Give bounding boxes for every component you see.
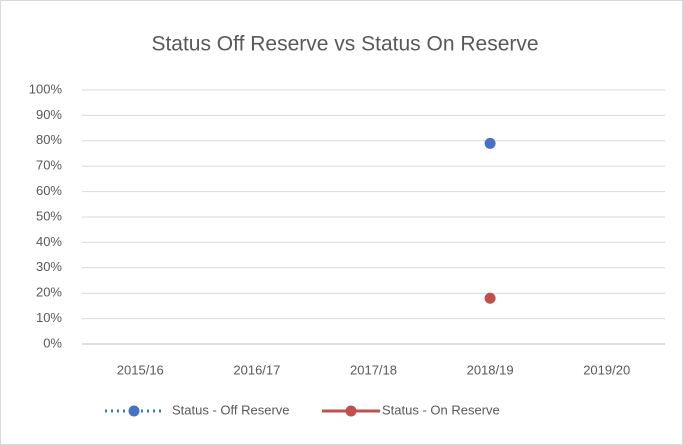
- y-tick-label: 100%: [29, 81, 63, 96]
- y-tick-label: 90%: [36, 107, 62, 122]
- y-tick-label: 0%: [43, 335, 62, 350]
- y-tick-label: 20%: [36, 285, 62, 300]
- legend-label: Status - Off Reserve: [172, 402, 290, 417]
- legend-marker: [345, 405, 357, 417]
- chart-title: Status Off Reserve vs Status On Reserve: [151, 33, 538, 56]
- y-tick-label: 40%: [36, 234, 62, 249]
- x-tick-label: 2017/18: [350, 362, 397, 377]
- x-tick-label: 2019/20: [583, 362, 630, 377]
- legend-marker: [128, 405, 140, 417]
- legend-label: Status - On Reserve: [382, 402, 500, 417]
- y-tick-label: 60%: [36, 183, 62, 198]
- x-tick-label: 2016/17: [233, 362, 280, 377]
- data-point: [484, 137, 496, 149]
- y-tick-label: 10%: [36, 310, 62, 325]
- y-tick-label: 70%: [36, 158, 62, 173]
- x-tick-label: 2015/16: [117, 362, 164, 377]
- y-tick-label: 80%: [36, 132, 62, 147]
- x-tick-label: 2018/19: [467, 362, 514, 377]
- y-tick-label: 50%: [36, 208, 62, 223]
- y-tick-label: 30%: [36, 259, 62, 274]
- data-point: [484, 292, 496, 304]
